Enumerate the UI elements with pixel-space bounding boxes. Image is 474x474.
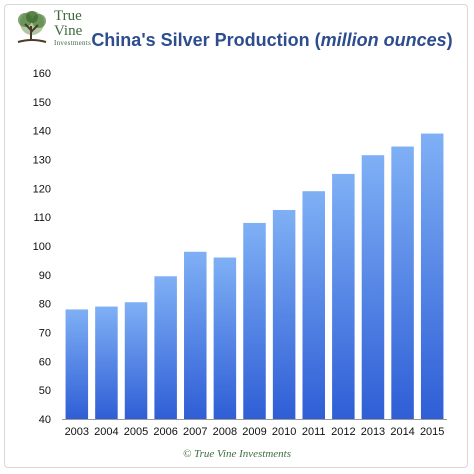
- bar-2007: [184, 251, 207, 419]
- chart-title: China's Silver Production (million ounce…: [91, 30, 453, 50]
- logo-word-true: True: [54, 8, 82, 24]
- true-vine-logo: True Vine Investments: [14, 8, 94, 52]
- x-tick-label: 2012: [331, 426, 355, 438]
- y-tick-label: 100: [33, 241, 51, 253]
- bar-2004: [95, 306, 118, 419]
- bar-2012: [332, 173, 355, 419]
- y-tick-label: 140: [33, 126, 51, 138]
- y-tick-label: 120: [33, 183, 51, 195]
- x-tick-label: 2014: [390, 426, 414, 438]
- bar-2009: [243, 222, 266, 419]
- bar-2015: [420, 133, 444, 420]
- chart-title-main: China's Silver Production: [91, 30, 310, 50]
- bar-2013: [361, 155, 385, 419]
- tree-icon: [17, 11, 47, 43]
- x-tick-label: 2009: [242, 426, 266, 438]
- bar-2011: [302, 191, 325, 419]
- y-tick-label: 130: [33, 155, 51, 167]
- bar-2014: [391, 146, 414, 419]
- bar-2006: [154, 276, 177, 419]
- chart-title-unit: million ounces: [320, 30, 447, 50]
- x-tick-label: 2007: [183, 426, 207, 438]
- x-tick-label: 2004: [94, 426, 118, 438]
- bar-2003: [65, 309, 89, 419]
- y-tick-label: 90: [39, 270, 51, 282]
- bar-2005: [124, 302, 148, 419]
- y-tick-label: 60: [39, 356, 51, 368]
- x-tick-label: 2013: [361, 426, 385, 438]
- x-tick-label: 2010: [272, 426, 296, 438]
- y-tick-label: 160: [33, 68, 51, 80]
- logo-word-vine: Vine: [54, 23, 83, 39]
- x-tick-label: 2006: [153, 426, 177, 438]
- x-tick-label: 2015: [420, 426, 444, 438]
- y-tick-label: 50: [39, 385, 51, 397]
- x-tick-label: 2003: [65, 426, 89, 438]
- logo-word-investments: Investments: [54, 39, 92, 47]
- bar-2008: [213, 257, 237, 419]
- y-tick-label: 40: [39, 414, 51, 426]
- x-tick-label: 2011: [302, 426, 326, 438]
- y-tick-label: 110: [33, 212, 51, 224]
- y-tick-label: 150: [33, 97, 51, 109]
- y-tick-label: 70: [39, 328, 51, 340]
- copyright-footer: © True Vine Investments: [182, 448, 292, 460]
- x-tick-label: 2005: [124, 426, 148, 438]
- x-tick-label: 2008: [213, 426, 237, 438]
- y-tick-label: 80: [39, 299, 51, 311]
- bar-2010: [272, 209, 296, 419]
